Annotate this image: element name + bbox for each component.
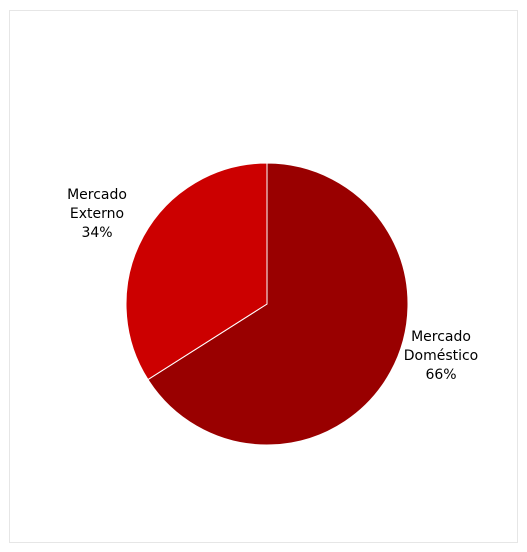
pie-slice-label-line: Doméstico	[404, 348, 479, 364]
pie-slices	[125, 162, 409, 446]
pie-slice-label-line: Mercado	[67, 187, 127, 203]
pie-slice-0	[147, 162, 409, 446]
pie-slice-1	[125, 162, 268, 381]
pie-slice-label-line: Externo	[70, 206, 124, 222]
pie-slice-label-line: 66%	[425, 367, 456, 383]
pie-slice-label-0: Mercado Doméstico 66%	[404, 329, 479, 383]
pie-slice-label-line: 34%	[81, 225, 112, 241]
pie-slice-label-line: Mercado	[411, 329, 471, 345]
pie-slice-label-1: Mercado Externo 34%	[67, 187, 127, 241]
pie-labels: Mercado Doméstico 66% Mercado Externo 34%	[67, 187, 478, 383]
